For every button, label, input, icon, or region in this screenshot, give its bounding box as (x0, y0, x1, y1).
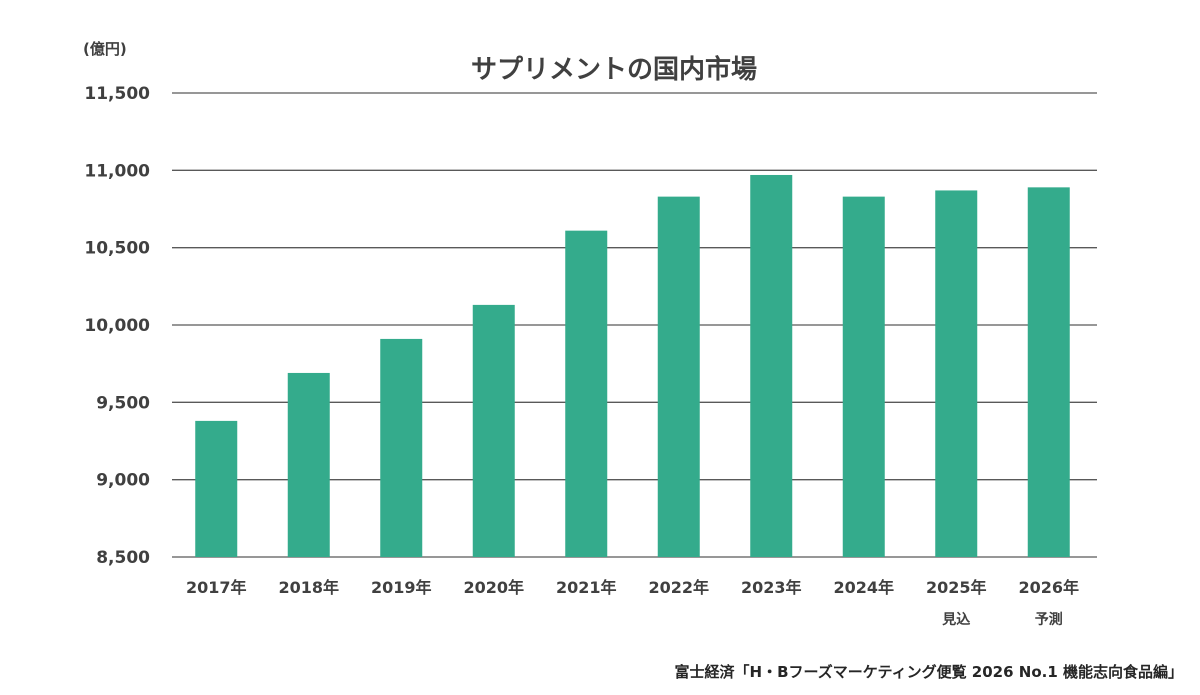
bar (287, 372, 330, 557)
y-tick-label: 10,000 (84, 316, 150, 336)
bar (750, 174, 793, 557)
x-axis-ticks: 2017年 2018年 2019年 2020年 2021年 2022年 2023年 2024年… (186, 578, 1079, 628)
bar (842, 196, 885, 558)
bar (195, 420, 238, 557)
x-tick-label: 2018年 (278, 578, 339, 597)
source-note: 富士経済「H・Bフーズマーケティング便覧 2026 No.1 機能志向食品編」 (675, 663, 1183, 681)
bar (657, 196, 700, 558)
bar (380, 338, 423, 557)
y-tick-label: 8,500 (96, 548, 150, 568)
y-tick-label: 11,000 (84, 161, 150, 181)
y-tick-label: 11,500 (84, 84, 150, 104)
y-axis-ticks: 8,500 9,000 9,500 10,000 10,500 11,000 11,500 (84, 84, 150, 568)
x-tick-label: 2020年 (463, 578, 524, 597)
bar (472, 304, 515, 557)
y-tick-label: 9,000 (96, 471, 150, 491)
y-axis-unit-label: (億円) (83, 40, 127, 58)
y-tick-label: 9,500 (96, 393, 150, 413)
x-tick-note: 予測 (1035, 611, 1063, 628)
x-tick-label: 2022年 (648, 578, 709, 597)
x-tick-note: 見込 (941, 611, 970, 628)
x-tick-label: 2017年 (186, 578, 247, 597)
bar (565, 230, 608, 558)
y-tick-label: 10,500 (84, 239, 150, 259)
x-tick-label: 2019年 (371, 578, 432, 597)
bar (935, 190, 978, 557)
bar (1027, 187, 1070, 557)
x-tick-label: 2021年 (556, 578, 617, 597)
chart-title: サプリメントの国内市場 (471, 54, 757, 85)
x-tick-label: 2024年 (833, 578, 894, 597)
x-tick-label: 2025年 (926, 578, 987, 597)
x-tick-label: 2026年 (1018, 578, 1079, 597)
bars (195, 174, 1070, 558)
x-tick-label: 2023年 (741, 578, 802, 597)
